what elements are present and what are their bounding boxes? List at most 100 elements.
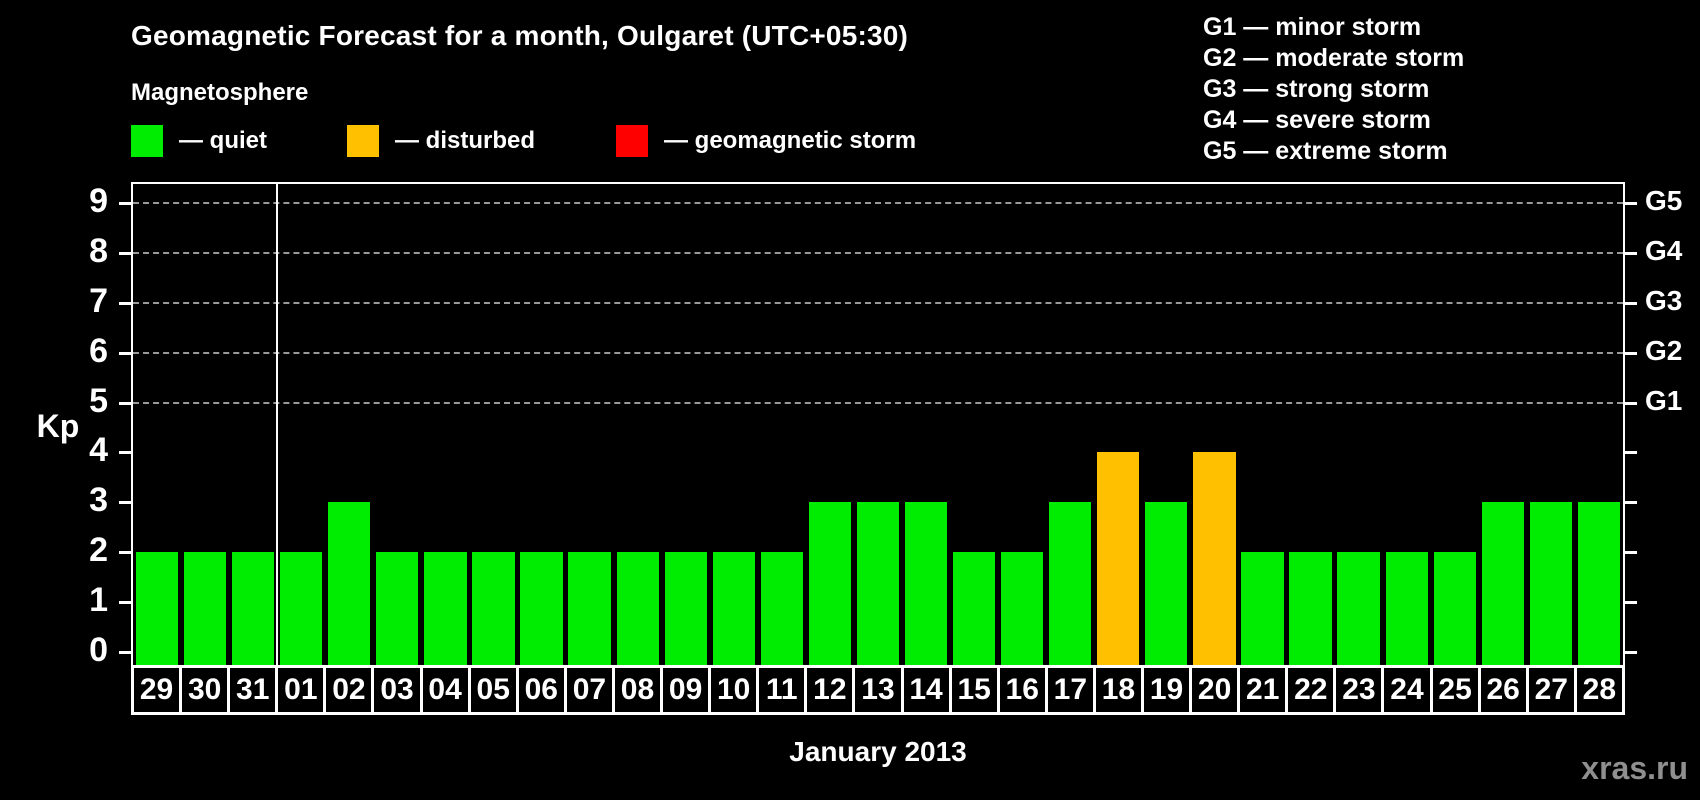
bar-slot-15	[950, 184, 998, 665]
left-tick-0	[119, 651, 131, 655]
bar-slot-29	[133, 184, 181, 665]
watermark: xras.ru	[1581, 750, 1688, 786]
kp-bar-day-17	[1049, 502, 1092, 665]
y-tick-label-4: 4	[89, 431, 108, 470]
day-label-19: 19	[1144, 668, 1193, 712]
bar-slot-23	[1335, 184, 1383, 665]
kp-bar-day-20	[1193, 452, 1236, 665]
bar-slot-16	[998, 184, 1046, 665]
y-tick-label-2: 2	[89, 531, 108, 570]
day-label-16: 16	[1000, 668, 1048, 712]
g-legend-line-g3: G3 — strong storm	[1203, 75, 1430, 103]
disturbed-color-swatch	[347, 125, 379, 157]
legend-item-quiet: — quiet	[131, 124, 267, 158]
day-label-10: 10	[711, 668, 760, 712]
right-tick-1	[1625, 601, 1637, 605]
kp-bar-day-08	[616, 552, 659, 665]
day-label-30: 30	[182, 668, 231, 712]
kp-bar-day-13	[856, 502, 900, 665]
bar-slot-08	[614, 184, 662, 665]
legend-heading: Magnetosphere	[131, 79, 309, 106]
kp-bar-day-27	[1529, 502, 1572, 665]
left-tick-3	[119, 501, 131, 505]
y-tick-label-3: 3	[89, 481, 108, 520]
bar-slot-17	[1046, 184, 1094, 665]
y-tick-label-9: 9	[89, 181, 108, 220]
kp-bar-day-31	[232, 552, 275, 665]
kp-bar-day-07	[568, 552, 611, 665]
bar-slot-11	[758, 184, 806, 665]
kp-bar-day-12	[808, 502, 852, 665]
bar-slot-06	[518, 184, 566, 665]
day-label-15: 15	[952, 668, 1000, 712]
g-legend-line-g4: G4 — severe storm	[1203, 106, 1431, 134]
y-tick-label-5: 5	[89, 381, 108, 420]
day-label-04: 04	[423, 668, 471, 712]
g-scale-legend: G1 — minor storm G2 — moderate storm G3 …	[1203, 12, 1464, 167]
x-axis-day-labels: 29 30 31 01 02 03 04 05 06 07 08 09 10 11 12 13 14 15 16 17…	[131, 665, 1625, 715]
g-legend-line-g2: G2 — moderate storm	[1203, 44, 1465, 72]
left-tick-7	[119, 301, 131, 305]
kp-bar-day-18	[1097, 452, 1140, 665]
g-axis-label-g4: G4	[1645, 234, 1683, 266]
right-tick-6	[1625, 351, 1637, 355]
left-tick-1	[119, 601, 131, 605]
left-tick-9	[119, 201, 131, 205]
bar-slot-24	[1383, 184, 1431, 665]
day-label-12: 12	[807, 668, 856, 712]
x-axis-title: January 2013	[789, 736, 967, 767]
month-boundary-line	[276, 184, 279, 665]
kp-bar-day-16	[1001, 552, 1044, 665]
y-tick-label-6: 6	[89, 331, 108, 370]
bar-slot-25	[1431, 184, 1479, 665]
kp-bar-day-22	[1289, 552, 1332, 665]
right-tick-3	[1625, 501, 1637, 505]
day-label-11: 11	[759, 668, 808, 712]
kp-bar-day-05	[472, 552, 515, 665]
bar-slot-12	[806, 184, 854, 665]
kp-bar-day-29	[135, 552, 179, 665]
day-label-08: 08	[615, 668, 664, 712]
y-tick-label-1: 1	[89, 581, 108, 620]
day-label-18: 18	[1096, 668, 1144, 712]
day-label-06: 06	[519, 668, 567, 712]
day-label-25: 25	[1433, 668, 1481, 712]
kp-bar-day-14	[904, 502, 948, 665]
right-tick-2	[1625, 551, 1637, 555]
bar-slot-09	[662, 184, 710, 665]
kp-bar-day-23	[1337, 552, 1380, 665]
left-tick-4	[119, 451, 131, 455]
kp-bar-day-30	[183, 552, 227, 665]
bar-slot-20	[1190, 184, 1238, 665]
legend-item-disturbed: — disturbed	[347, 124, 535, 158]
day-label-09: 09	[663, 668, 712, 712]
bar-slot-07	[566, 184, 614, 665]
g-legend-line-g1: G1 — minor storm	[1203, 13, 1422, 41]
day-label-31: 31	[230, 668, 279, 712]
gridline-g3	[133, 301, 1623, 304]
day-label-03: 03	[374, 668, 423, 712]
y-tick-label-0: 0	[89, 631, 108, 670]
y-axis-title: Kp	[36, 408, 80, 444]
day-label-07: 07	[567, 668, 615, 712]
right-tick-8	[1625, 251, 1637, 255]
plot-area	[131, 182, 1625, 665]
right-tick-4	[1625, 451, 1637, 455]
g-axis-label-g5: G5	[1645, 184, 1683, 216]
kp-bar-day-15	[952, 552, 996, 665]
day-label-13: 13	[855, 668, 904, 712]
kp-bar-day-21	[1241, 552, 1284, 665]
kp-bar-day-25	[1433, 552, 1476, 665]
left-tick-2	[119, 551, 131, 555]
kp-bar-day-24	[1385, 552, 1428, 665]
day-label-14: 14	[904, 668, 952, 712]
legend-item-storm: — geomagnetic storm	[616, 124, 916, 158]
quiet-color-swatch	[131, 125, 163, 157]
kp-bar-day-28	[1577, 502, 1621, 665]
day-label-17: 17	[1048, 668, 1096, 712]
kp-bar-day-19	[1145, 502, 1188, 665]
bar-slot-21	[1238, 184, 1286, 665]
day-label-20: 20	[1192, 668, 1241, 712]
bar-slot-22	[1287, 184, 1335, 665]
day-label-28: 28	[1582, 673, 1617, 706]
